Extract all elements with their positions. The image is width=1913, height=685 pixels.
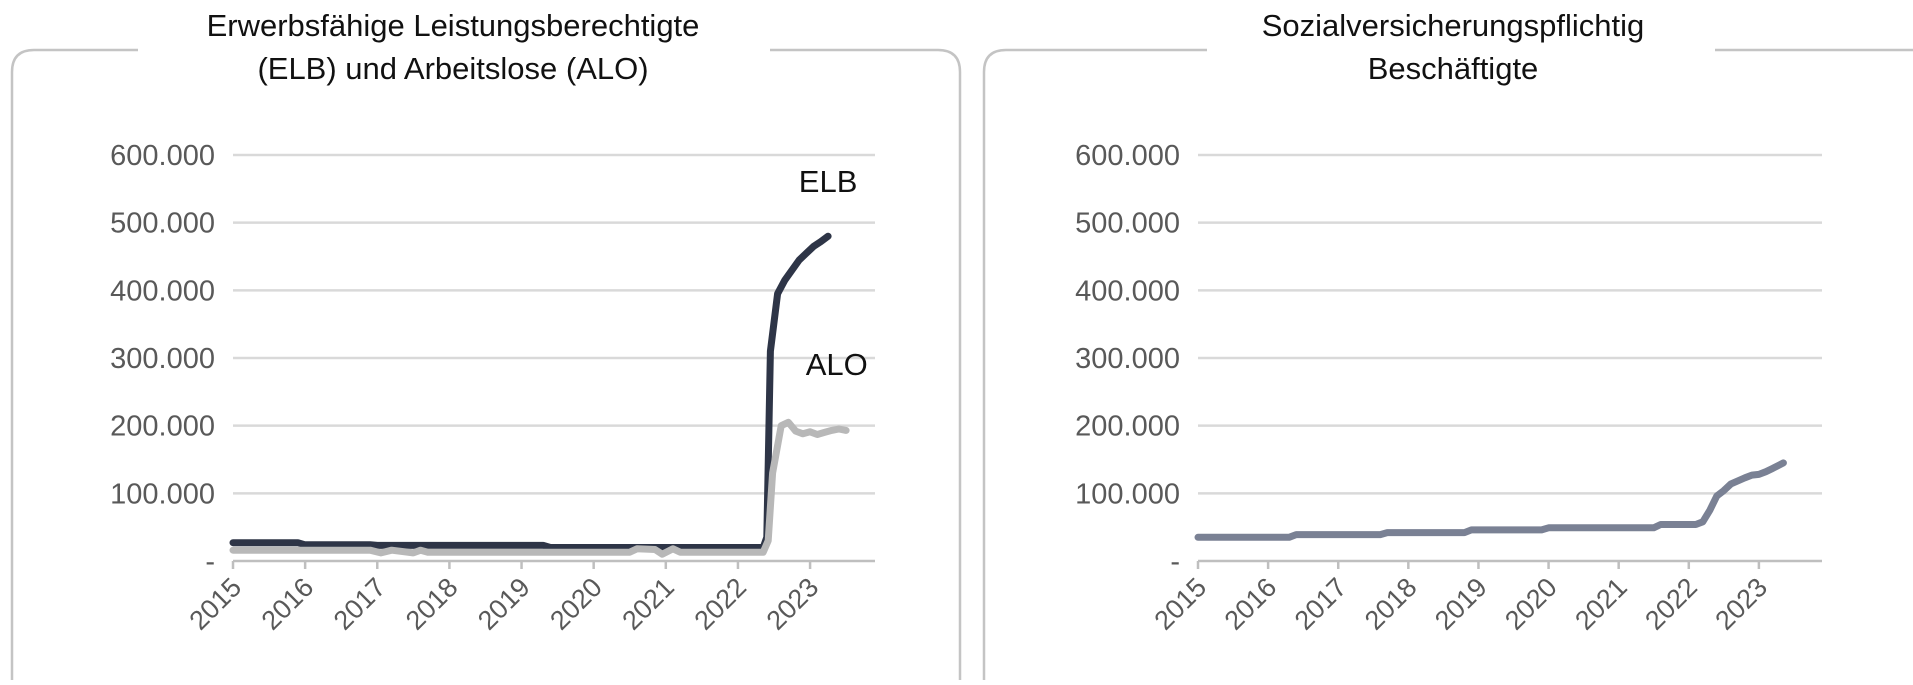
y-tick-label: 100.000 — [1075, 478, 1180, 510]
x-tick-label: 2018 — [1359, 572, 1423, 636]
panel-frame — [982, 48, 1913, 685]
y-tick-label: 100.000 — [110, 478, 215, 510]
y-tick-label: 400.000 — [1075, 275, 1180, 307]
x-tick-label: 2019 — [1429, 572, 1493, 636]
x-tick-label: 2022 — [688, 572, 752, 636]
y-tick-label: 500.000 — [110, 208, 215, 240]
y-tick-label: 500.000 — [1075, 208, 1180, 240]
x-tick-label: 2017 — [1289, 572, 1353, 636]
x-tick-label: 2023 — [761, 572, 825, 636]
chart-title-line-1: Erwerbsfähige Leistungsberechtigte — [207, 8, 700, 43]
chart-panel-1: Erwerbsfähige Leistungsberechtigte (ELB) … — [10, 8, 962, 685]
x-tick-label: 2015 — [1149, 572, 1213, 636]
y-tick-label: 300.000 — [110, 343, 215, 375]
y-tick-label: 600.000 — [1075, 140, 1180, 172]
x-tick-label: 2021 — [1569, 572, 1633, 636]
y-tick-label: 600.000 — [110, 140, 215, 172]
series-line-alo — [229, 418, 850, 558]
y-tick-label: - — [205, 546, 215, 578]
x-tick-label: 2022 — [1639, 572, 1703, 636]
x-tick-label: 2017 — [328, 572, 392, 636]
x-tick-label: 2016 — [1219, 572, 1283, 636]
panel-frame — [10, 48, 962, 685]
x-tick-label: 2021 — [616, 572, 680, 636]
y-tick-label: 200.000 — [110, 411, 215, 443]
x-tick-label: 2015 — [184, 572, 248, 636]
x-tick-label: 2018 — [400, 572, 464, 636]
series-label-alo: ALO — [806, 347, 868, 382]
chart-title-line-2: Beschäftigte — [1368, 51, 1539, 86]
y-tick-label: 300.000 — [1075, 343, 1180, 375]
x-tick-label: 2023 — [1709, 572, 1773, 636]
series-line-elb — [229, 232, 832, 551]
chart-panel-2: Sozialversicherungspflichtig Beschäftigte… — [982, 8, 1913, 685]
x-tick-label: 2019 — [472, 572, 536, 636]
x-tick-label: 2020 — [1499, 572, 1563, 636]
x-tick-label: 2016 — [256, 572, 320, 636]
series-label-elb: ELB — [799, 164, 858, 199]
series-line-1 — [1194, 459, 1787, 541]
x-tick-label: 2020 — [544, 572, 608, 636]
y-tick-label: 400.000 — [110, 275, 215, 307]
chart-title-line-1: Sozialversicherungspflichtig — [1262, 8, 1645, 43]
y-tick-label: 200.000 — [1075, 411, 1180, 443]
chart-title-line-2: (ELB) und Arbeitslose (ALO) — [257, 51, 648, 86]
y-tick-label: - — [1170, 546, 1180, 578]
